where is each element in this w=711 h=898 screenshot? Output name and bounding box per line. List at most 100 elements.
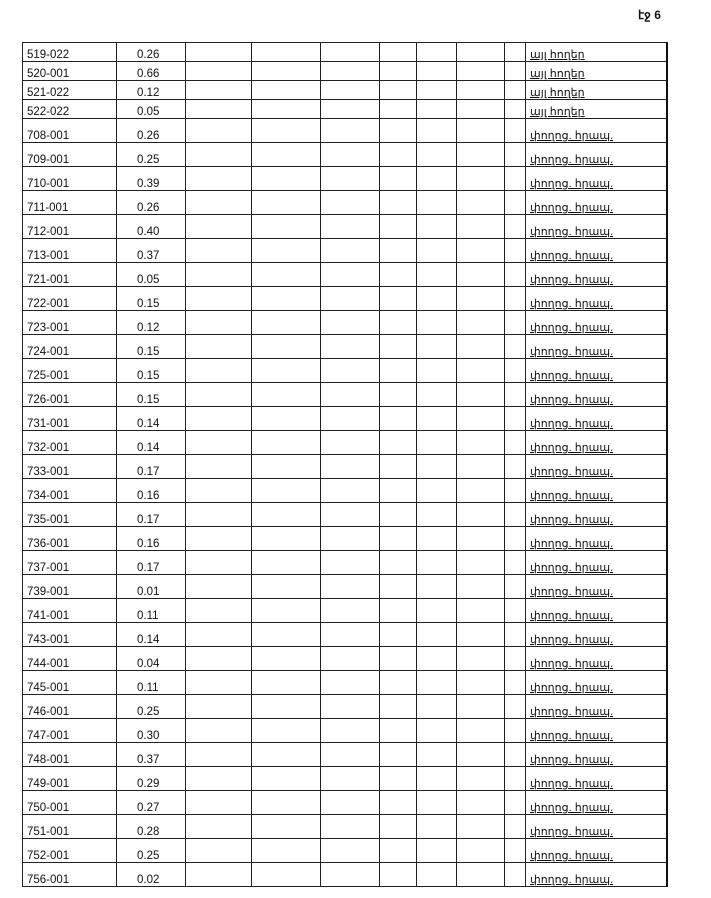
parcel-area: 0.29 (116, 766, 186, 791)
land-use: փողոց. հրապ. (525, 814, 668, 839)
parcel-code: 756-001 (22, 862, 117, 887)
empty-cell (456, 430, 505, 455)
empty-cell (379, 574, 417, 599)
empty-cell (504, 61, 526, 81)
empty-cell (504, 166, 526, 191)
empty-cell (416, 61, 457, 81)
empty-cell (320, 838, 380, 863)
empty-cell (456, 406, 505, 431)
parcel-code: 752-001 (22, 838, 117, 863)
empty-cell (251, 262, 321, 287)
parcel-area: 0.17 (116, 454, 186, 479)
empty-cell (379, 598, 417, 623)
empty-cell (504, 238, 526, 263)
empty-cell (320, 790, 380, 815)
empty-cell (320, 310, 380, 335)
parcel-code: 726-001 (22, 382, 117, 407)
empty-cell (185, 42, 252, 62)
empty-cell (185, 238, 252, 263)
empty-cell (251, 598, 321, 623)
empty-cell (504, 694, 526, 719)
parcel-code: 750-001 (22, 790, 117, 815)
empty-cell (416, 286, 457, 311)
empty-cell (379, 190, 417, 215)
table-row: 521-022 0.12 այլ հողեր (22, 80, 668, 100)
parcel-area: 0.26 (116, 118, 186, 143)
empty-cell (251, 502, 321, 527)
empty-cell (251, 790, 321, 815)
parcel-code: 713-001 (22, 238, 117, 263)
empty-cell (504, 598, 526, 623)
empty-cell (504, 214, 526, 239)
empty-cell (251, 286, 321, 311)
empty-cell (416, 718, 457, 743)
empty-cell (379, 502, 417, 527)
table-row: 713-001 0.37 փողոց. հրապ. (22, 238, 668, 263)
land-use: փողոց. հրապ. (525, 526, 668, 551)
table-row: 745-001 0.11 փողոց. հրապ. (22, 670, 668, 695)
empty-cell (251, 478, 321, 503)
empty-cell (379, 166, 417, 191)
empty-cell (504, 622, 526, 647)
empty-cell (251, 838, 321, 863)
empty-cell (379, 214, 417, 239)
table-row: 736-001 0.16 փողոց. հրապ. (22, 526, 668, 551)
parcel-code: 734-001 (22, 478, 117, 503)
land-use: փողոց. հրապ. (525, 142, 668, 167)
empty-cell (320, 142, 380, 167)
empty-cell (251, 406, 321, 431)
empty-cell (320, 622, 380, 647)
table-row: 756-001 0.02 փողոց. հրապ. (22, 862, 668, 887)
parcel-area: 0.02 (116, 862, 186, 887)
table-row: 734-001 0.16 փողոց. հրապ. (22, 478, 668, 503)
empty-cell (416, 862, 457, 887)
parcel-code: 521-022 (22, 80, 117, 100)
parcel-area: 0.28 (116, 814, 186, 839)
empty-cell (379, 286, 417, 311)
parcel-code: 733-001 (22, 454, 117, 479)
empty-cell (456, 118, 505, 143)
table-row: 744-001 0.04 փողոց. հրապ. (22, 646, 668, 671)
parcel-area: 0.04 (116, 646, 186, 671)
empty-cell (185, 526, 252, 551)
land-use: փողոց. հրապ. (525, 502, 668, 527)
empty-cell (456, 286, 505, 311)
empty-cell (320, 574, 380, 599)
empty-cell (251, 766, 321, 791)
empty-cell (320, 814, 380, 839)
table-row: 712-001 0.40 փողոց. հրապ. (22, 214, 668, 239)
empty-cell (185, 406, 252, 431)
parcel-area: 0.37 (116, 238, 186, 263)
empty-cell (251, 310, 321, 335)
empty-cell (379, 238, 417, 263)
empty-cell (456, 718, 505, 743)
empty-cell (416, 214, 457, 239)
table-row: 739-001 0.01 փողոց. հրապ. (22, 574, 668, 599)
parcel-area: 0.15 (116, 286, 186, 311)
empty-cell (251, 61, 321, 81)
empty-cell (416, 310, 457, 335)
empty-cell (251, 42, 321, 62)
empty-cell (456, 526, 505, 551)
empty-cell (379, 670, 417, 695)
empty-cell (504, 790, 526, 815)
empty-cell (251, 646, 321, 671)
empty-cell (379, 838, 417, 863)
empty-cell (416, 526, 457, 551)
empty-cell (456, 142, 505, 167)
empty-cell (320, 742, 380, 767)
parcel-code: 724-001 (22, 334, 117, 359)
empty-cell (456, 358, 505, 383)
land-use: փողոց. հրապ. (525, 790, 668, 815)
land-use: փողոց. հրապ. (525, 118, 668, 143)
empty-cell (504, 550, 526, 575)
parcel-code: 746-001 (22, 694, 117, 719)
empty-cell (320, 406, 380, 431)
empty-cell (185, 622, 252, 647)
empty-cell (185, 61, 252, 81)
empty-cell (185, 286, 252, 311)
parcel-area: 0.27 (116, 790, 186, 815)
empty-cell (320, 238, 380, 263)
empty-cell (251, 814, 321, 839)
parcel-area: 0.12 (116, 80, 186, 100)
